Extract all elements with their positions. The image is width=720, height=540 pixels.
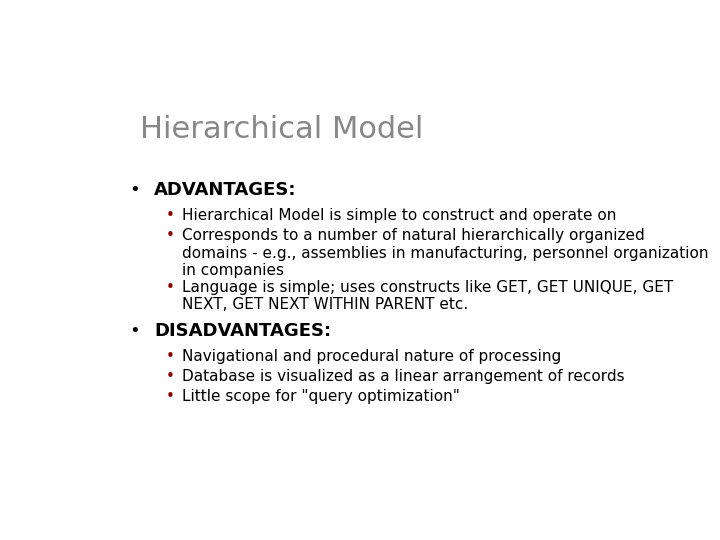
Text: Navigational and procedural nature of processing: Navigational and procedural nature of pr…	[182, 349, 562, 364]
Text: •: •	[166, 349, 174, 364]
Text: Little scope for "query optimization": Little scope for "query optimization"	[182, 389, 460, 404]
Text: •: •	[166, 389, 174, 404]
Text: •: •	[129, 181, 140, 199]
Text: Hierarchical Model is simple to construct and operate on: Hierarchical Model is simple to construc…	[182, 208, 616, 223]
Text: DISADVANTAGES:: DISADVANTAGES:	[154, 322, 331, 340]
Text: ADVANTAGES:: ADVANTAGES:	[154, 181, 297, 199]
Text: •: •	[166, 280, 174, 295]
Text: Database is visualized as a linear arrangement of records: Database is visualized as a linear arran…	[182, 369, 625, 384]
FancyBboxPatch shape	[84, 60, 654, 485]
Text: Corresponds to a number of natural hierarchically organized
domains - e.g., asse: Corresponds to a number of natural hiera…	[182, 228, 708, 278]
Text: Language is simple; uses constructs like GET, GET UNIQUE, GET
NEXT, GET NEXT WIT: Language is simple; uses constructs like…	[182, 280, 673, 312]
Text: •: •	[166, 208, 174, 223]
Text: •: •	[129, 322, 140, 340]
Text: •: •	[166, 369, 174, 384]
Text: •: •	[166, 228, 174, 243]
Text: Hierarchical Model: Hierarchical Model	[140, 114, 423, 144]
